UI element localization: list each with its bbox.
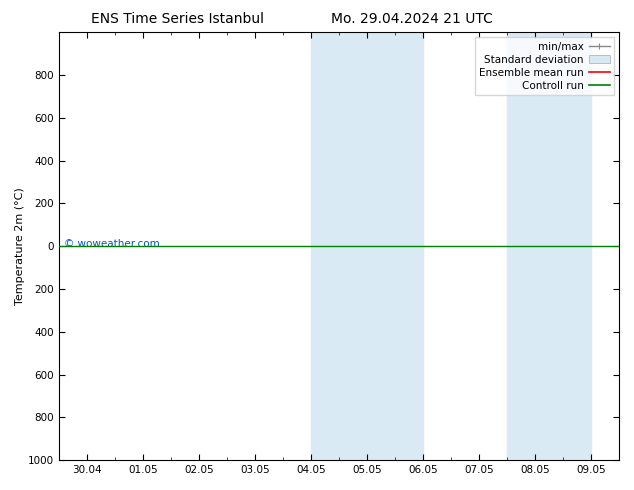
Legend: min/max, Standard deviation, Ensemble mean run, Controll run: min/max, Standard deviation, Ensemble me… <box>475 37 614 95</box>
Text: Mo. 29.04.2024 21 UTC: Mo. 29.04.2024 21 UTC <box>331 12 493 26</box>
Bar <box>311 32 423 460</box>
Text: © woweather.com: © woweather.com <box>65 239 160 249</box>
Y-axis label: Temperature 2m (°C): Temperature 2m (°C) <box>15 187 25 305</box>
Bar <box>507 32 591 460</box>
Text: ENS Time Series Istanbul: ENS Time Series Istanbul <box>91 12 264 26</box>
